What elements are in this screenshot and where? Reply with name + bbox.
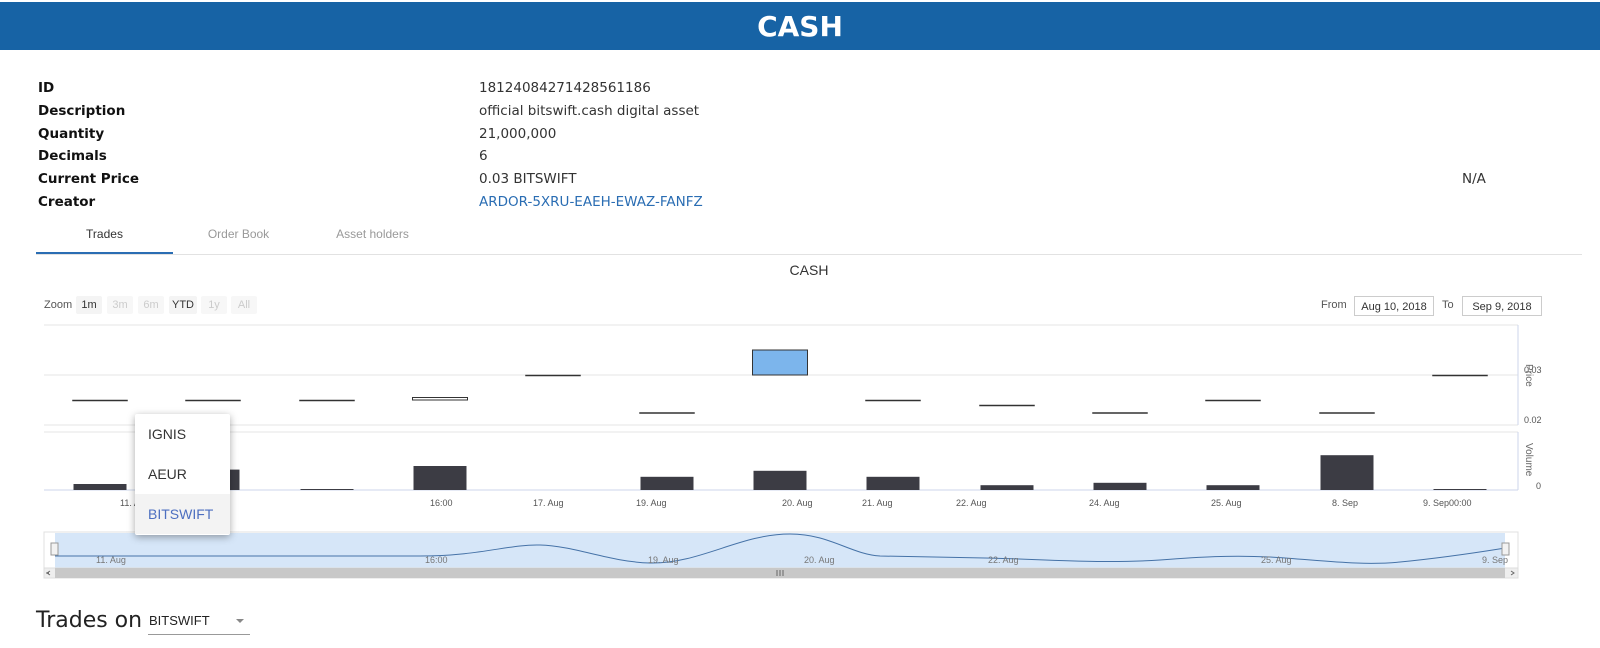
- scroll-right-arrow-icon[interactable]: [1510, 570, 1515, 576]
- to-label: To: [1442, 299, 1454, 311]
- price-candle: [752, 349, 808, 376]
- x-tick-label: 25. Aug: [1211, 498, 1242, 508]
- from-date-input[interactable]: Aug 10, 2018: [1354, 296, 1434, 316]
- x-tick-label: 20. Aug: [782, 498, 813, 508]
- x-tick-label: 21. Aug: [862, 498, 893, 508]
- zoom-all-button[interactable]: All: [231, 296, 257, 314]
- volume-bar: [73, 484, 127, 490]
- quantity-label: Quantity: [38, 126, 105, 142]
- price-candle: [639, 412, 695, 414]
- navigator-frame: [43, 531, 1519, 569]
- x-tick-label: 19. Aug: [636, 498, 667, 508]
- navigator-label: 16:00: [425, 555, 448, 565]
- navigator-label: 25. Aug: [1261, 555, 1292, 565]
- zoom-3m-button[interactable]: 3m: [107, 296, 133, 314]
- price-candle: [525, 374, 581, 377]
- volume-bar: [980, 485, 1034, 490]
- zoom-label: Zoom: [44, 299, 73, 311]
- currency-select[interactable]: BITSWIFT: [148, 612, 250, 635]
- navigator-label: 11. Aug: [96, 555, 126, 565]
- description-label: Description: [38, 103, 126, 119]
- scrollbar-thumb[interactable]: [55, 568, 1505, 578]
- creator-link[interactable]: ARDOR-5XRU-EAEH-EWAZ-FANFZ: [479, 194, 703, 210]
- x-tick-label: 9. Sep00:00: [1423, 498, 1472, 508]
- id-label: ID: [38, 80, 55, 96]
- volume-bar: [640, 476, 694, 490]
- currency-option-ignis[interactable]: IGNIS: [148, 426, 187, 442]
- decimals-label: Decimals: [38, 148, 107, 164]
- navigator-right-handle[interactable]: [1501, 542, 1510, 556]
- volume-bar: [1093, 482, 1147, 490]
- price-tick-label: 0.03: [1524, 365, 1542, 375]
- current-price-value: 0.03 BITSWIFT: [479, 171, 577, 187]
- navigator-series-line: [55, 533, 1506, 564]
- price-candle: [1205, 399, 1261, 402]
- price-candle: [185, 399, 241, 402]
- x-tick-label: 24. Aug: [1089, 498, 1120, 508]
- decimals-value: 6: [479, 148, 488, 164]
- price-axis-title: Price: [1523, 364, 1534, 387]
- price-candle: [1092, 412, 1148, 414]
- volume-bar: [300, 489, 354, 490]
- currency-option-aeur[interactable]: AEUR: [148, 466, 187, 482]
- volume-bar: [1206, 485, 1260, 490]
- description-value: official bitswift.cash digital asset: [479, 103, 700, 119]
- navigator-label: 9. Sep: [1482, 555, 1508, 565]
- page-header: CASH: [0, 2, 1600, 50]
- x-tick-label: 17. Aug: [533, 498, 564, 508]
- chart-title: CASH: [789, 262, 829, 278]
- price-candle: [1432, 374, 1488, 377]
- tab-bar: Trades Order Book Asset holders: [36, 224, 1582, 255]
- volume-bar: [753, 470, 807, 490]
- price-candle: [299, 399, 355, 402]
- volume-bar: [1320, 455, 1374, 490]
- scrollbar-track[interactable]: [43, 567, 1519, 579]
- navigator-selection[interactable]: [55, 533, 1505, 568]
- volume-bars: [73, 455, 1487, 490]
- price-candle: [865, 399, 921, 402]
- price-candles: [72, 349, 1488, 414]
- current-price-label: Current Price: [38, 171, 140, 187]
- current-price-extra: N/A: [1462, 171, 1486, 187]
- tab-order-book[interactable]: Order Book: [207, 227, 270, 241]
- tab-trades[interactable]: Trades: [36, 224, 173, 254]
- trades-section-title: Trades on: [36, 608, 143, 633]
- to-date-input[interactable]: Sep 9, 2018: [1462, 296, 1542, 316]
- price-candle: [72, 399, 128, 402]
- scrollbar-grip-icon: [776, 570, 784, 576]
- price-candle: [412, 397, 468, 401]
- price-candle: [979, 404, 1035, 407]
- price-candle: [1319, 412, 1375, 414]
- navigator-label: 22. Aug: [988, 555, 1019, 565]
- creator-label: Creator: [38, 194, 96, 210]
- navigator-left-handle[interactable]: [50, 542, 59, 556]
- volume-bar: [866, 476, 920, 490]
- x-tick-label: 22. Aug: [956, 498, 987, 508]
- volume-tick-label: 0: [1536, 481, 1541, 491]
- x-tick-label: 8. Sep: [1332, 498, 1358, 508]
- from-label: From: [1321, 299, 1347, 311]
- currency-option-bitswift[interactable]: BITSWIFT: [135, 494, 230, 534]
- volume-bar: [1433, 489, 1487, 490]
- volume-bar: [413, 466, 467, 490]
- zoom-1y-button[interactable]: 1y: [201, 296, 227, 314]
- quantity-value: 21,000,000: [479, 126, 557, 142]
- page-title: CASH: [757, 9, 843, 43]
- tab-asset-holders[interactable]: Asset holders: [336, 227, 409, 241]
- price-tick-label: 0.02: [1524, 415, 1542, 425]
- scroll-left-arrow-icon[interactable]: [46, 570, 51, 576]
- currency-select-value: BITSWIFT: [149, 613, 210, 628]
- navigator-label: 20. Aug: [804, 555, 835, 565]
- currency-dropdown-menu: IGNIS AEUR BITSWIFT: [135, 414, 230, 535]
- zoom-6m-button[interactable]: 6m: [138, 296, 164, 314]
- x-tick-label: 16:00: [430, 498, 453, 508]
- zoom-ytd-button[interactable]: YTD: [169, 296, 197, 314]
- id-value: 18124084271428561186: [479, 80, 651, 96]
- chevron-down-icon: [236, 619, 244, 623]
- navigator-label: 19. Aug: [648, 555, 679, 565]
- zoom-1m-button[interactable]: 1m: [76, 296, 102, 314]
- volume-axis-title: Volume: [1523, 443, 1534, 477]
